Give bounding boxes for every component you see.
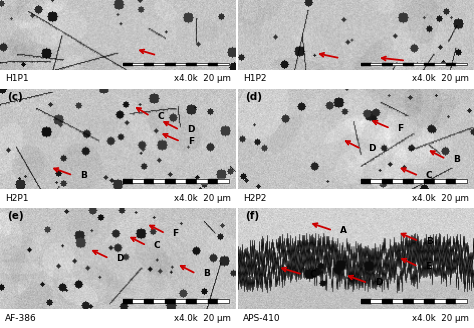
Text: C: C: [426, 171, 432, 180]
Text: F: F: [173, 229, 179, 238]
Text: C: C: [154, 241, 160, 250]
Text: D: D: [368, 144, 376, 154]
Text: H2P2: H2P2: [243, 194, 266, 203]
Text: D: D: [187, 125, 194, 134]
Text: D: D: [117, 254, 124, 263]
Text: B: B: [426, 236, 433, 246]
Text: (c): (c): [7, 92, 23, 102]
Text: (f): (f): [245, 211, 259, 221]
Text: x4.0k  20 μm: x4.0k 20 μm: [412, 74, 469, 83]
Text: x4.0k  20 μm: x4.0k 20 μm: [412, 194, 469, 203]
Text: AF-386: AF-386: [5, 314, 36, 323]
Text: (e): (e): [7, 211, 24, 221]
Text: H2P1: H2P1: [5, 194, 28, 203]
Text: H1P2: H1P2: [243, 74, 266, 83]
Text: B: B: [453, 154, 460, 164]
Text: B: B: [203, 269, 210, 278]
Text: E: E: [425, 262, 431, 271]
Text: D: D: [375, 278, 383, 287]
Text: x4.0k  20 μm: x4.0k 20 μm: [174, 74, 231, 83]
Text: x4.0k  20 μm: x4.0k 20 μm: [174, 194, 231, 203]
Text: C: C: [310, 270, 316, 279]
Text: APS-410: APS-410: [243, 314, 281, 323]
Text: C: C: [157, 112, 164, 121]
Text: x4.0k  20 μm: x4.0k 20 μm: [174, 314, 231, 323]
Text: H1P1: H1P1: [5, 74, 28, 83]
Text: A: A: [340, 226, 347, 235]
Text: (d): (d): [245, 92, 262, 102]
Text: F: F: [188, 137, 194, 146]
Text: x4.0k  20 μm: x4.0k 20 μm: [412, 314, 469, 323]
Text: B: B: [80, 171, 87, 180]
Text: F: F: [398, 124, 404, 133]
